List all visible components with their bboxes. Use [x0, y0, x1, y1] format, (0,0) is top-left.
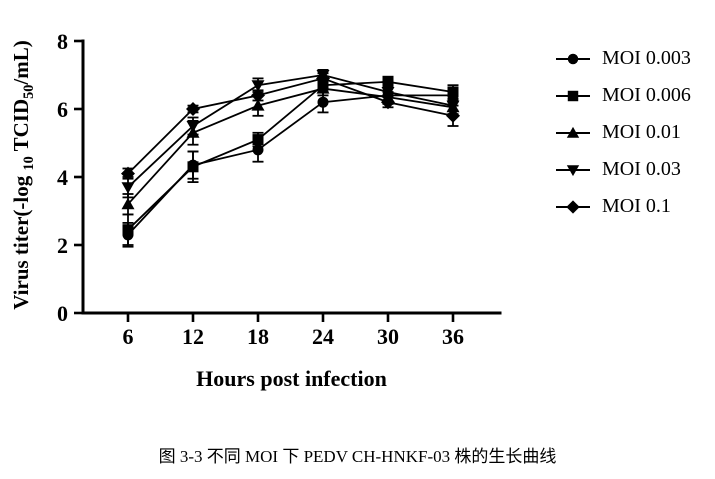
square-legend-icon — [556, 90, 590, 101]
marker-diamond — [121, 166, 135, 181]
x-tick-label: 24 — [312, 324, 334, 349]
y-axis-title: Virus titer(-log 10 TCID50/mL) — [9, 5, 39, 345]
series-line-moi-0.003 — [127, 94, 453, 236]
error-bars-moi-0.01 — [122, 80, 459, 216]
marker-circle — [252, 144, 264, 156]
legend-item-moi-0.006: MOI 0.006 — [556, 77, 691, 114]
series-line-moi-0.1 — [127, 77, 454, 175]
marker-triangle-down — [381, 87, 395, 99]
x-tick-label: 30 — [377, 324, 399, 349]
marker-triangle-down — [251, 80, 265, 92]
marker-square — [122, 224, 134, 236]
marker-square — [567, 90, 579, 101]
marker-square — [187, 161, 199, 173]
marker-triangle-up — [566, 126, 580, 138]
marker-square — [382, 76, 394, 88]
marker-diamond — [446, 108, 460, 123]
error-bars-moi-0.006 — [122, 75, 459, 246]
x-tick-label: 36 — [442, 324, 464, 349]
legend-label: MOI 0.03 — [602, 158, 681, 180]
axes — [81, 39, 502, 315]
marker-triangle-down — [121, 182, 135, 194]
x-tick-label: 18 — [247, 324, 269, 349]
marker-diamond — [251, 88, 265, 103]
diamond-legend-icon — [556, 199, 590, 214]
y-tick-label: 2 — [57, 233, 68, 258]
marker-square — [252, 134, 264, 146]
marker-triangle-up — [121, 197, 135, 210]
marker-diamond — [316, 71, 330, 86]
y-tick-label: 6 — [57, 97, 68, 122]
legend-item-moi-0.03: MOI 0.03 — [556, 151, 691, 188]
marker-triangle-down — [566, 164, 580, 176]
legend-item-moi-0.1: MOI 0.1 — [556, 188, 691, 225]
legend-item-moi-0.01: MOI 0.01 — [556, 114, 691, 151]
error-bars-moi-0.003 — [122, 86, 459, 248]
marker-circle — [317, 96, 329, 108]
markers-moi-0.1 — [121, 71, 460, 181]
legend-item-moi-0.003: MOI 0.003 — [556, 40, 691, 77]
legend-label: MOI 0.003 — [602, 47, 691, 69]
legend-label: MOI 0.1 — [602, 195, 671, 217]
marker-diamond — [381, 95, 395, 110]
y-axis-title-subscript: 10 — [21, 156, 38, 171]
y-axis-title-subscript: 50 — [21, 84, 38, 99]
markers-moi-0.03 — [121, 70, 460, 194]
y-axis-title-text: /mL) — [9, 40, 33, 85]
triangle-up-legend-icon — [556, 126, 590, 138]
marker-circle — [567, 53, 579, 64]
y-tick-label: 0 — [57, 301, 68, 326]
marker-triangle-down — [186, 121, 200, 133]
marker-triangle-down — [446, 100, 460, 113]
error-bars-moi-0.03 — [122, 69, 459, 199]
y-tick-label: 4 — [57, 165, 68, 190]
series-line-moi-0.006 — [127, 80, 454, 231]
y-axis-title-text: Virus titer(-log — [9, 170, 33, 310]
x-tick-label: 12 — [182, 324, 204, 349]
marker-triangle-up — [251, 99, 265, 111]
x-tick-label: 6 — [123, 324, 134, 349]
circle-legend-icon — [556, 53, 590, 64]
legend: MOI 0.003 MOI 0.006 MOI 0.01 MOI 0.03 MOI 0.… — [556, 40, 691, 225]
marker-square — [447, 86, 459, 98]
marker-diamond — [186, 102, 200, 116]
marker-diamond — [566, 199, 580, 214]
x-axis-title: Hours post infection — [196, 366, 387, 391]
legend-label: MOI 0.006 — [602, 84, 691, 106]
series-line-moi-0.01 — [127, 87, 454, 205]
figure-caption: 图 3-3 不同 MOI 下 PEDV CH-HNKF-03 株的生长曲线 — [158, 447, 557, 466]
y-axis-title-text: TCID — [9, 98, 33, 157]
y-tick-label: 8 — [57, 29, 68, 54]
triangle-down-legend-icon — [556, 164, 590, 176]
marker-triangle-up — [316, 82, 330, 94]
series-line-moi-0.03 — [127, 74, 454, 188]
legend-label: MOI 0.01 — [602, 121, 681, 143]
